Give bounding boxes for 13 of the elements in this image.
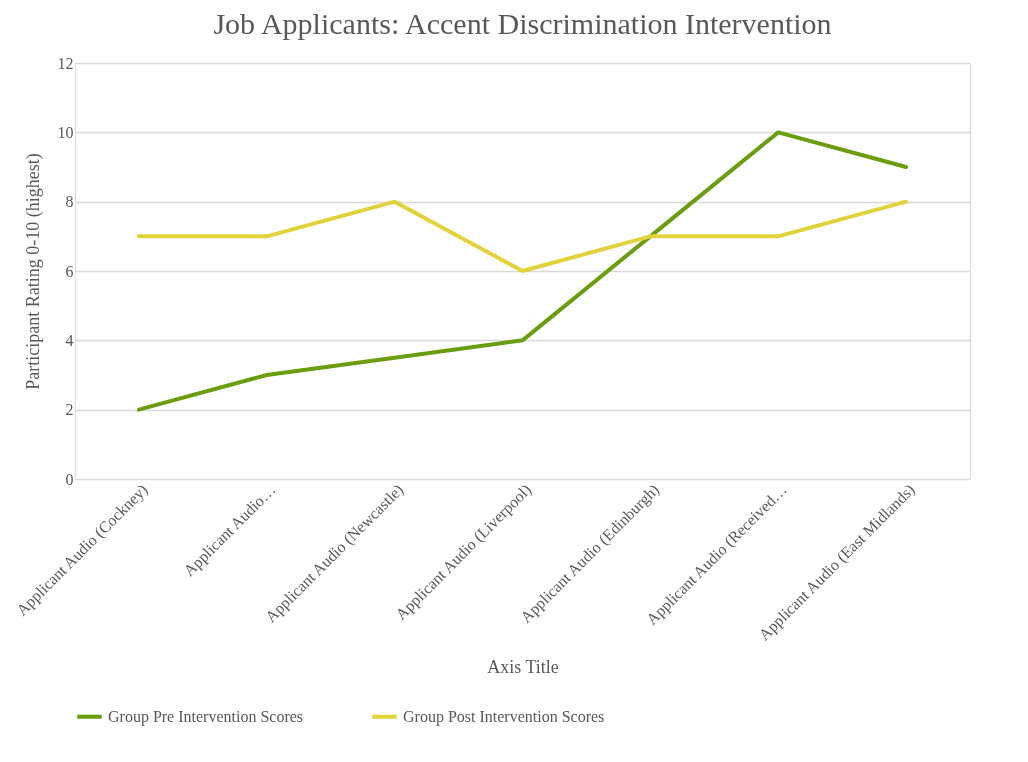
y-axis-title: Participant Rating 0-10 (highest) [22,153,44,390]
legend-label: Group Pre Intervention Scores [108,707,304,726]
legend-label: Group Post Intervention Scores [403,707,605,726]
x-axis-title: Axis Title [487,656,559,677]
y-tick-label: 2 [65,401,74,419]
y-tick-label: 0 [65,470,74,488]
line-series [136,130,909,412]
chart-title: Job Applicants: Accent Discrimination Intervention [213,7,832,40]
y-tick-label: 4 [65,331,74,349]
y-tick-label: 8 [65,193,74,211]
y-tick-label: 10 [57,123,74,141]
y-tick-label: 12 [57,54,74,72]
y-tick-label: 6 [65,262,74,280]
